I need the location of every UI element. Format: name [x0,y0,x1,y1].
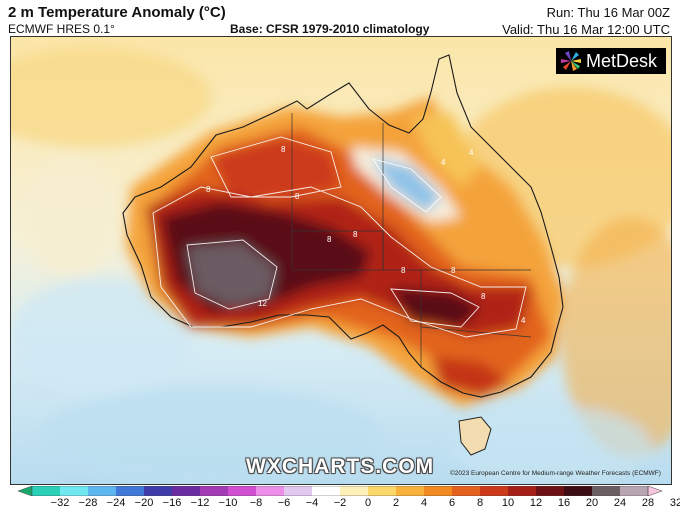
tasmania [458,416,492,456]
metdesk-logo-icon [561,51,581,71]
colorbar-cell [424,486,453,496]
colorbar-cell [116,486,145,496]
colorbar-tick-label: 4 [420,497,428,509]
colorbar-tick-label: −8 [249,497,263,509]
colorbar-cell [32,486,61,496]
colorbar-tick-label: −12 [190,497,210,509]
contour-label: 4 [521,316,526,325]
contour-label: 4 [441,158,446,167]
colorbar-cell [452,486,481,496]
colorbar-tick-label: 16 [557,497,571,509]
colorbar-cell [144,486,173,496]
colorbar-cell [172,486,201,496]
land-anomaly-field [126,97,566,407]
colorbar-cell [256,486,285,496]
contour-label: 8 [295,192,300,201]
contour-label: 8 [401,266,406,275]
colorbar-tick-label: −4 [305,497,319,509]
base-label: Base: CFSR 1979-2010 climatology [230,22,430,36]
colorbar-cell [564,486,593,496]
contour-label: 8 [353,230,358,239]
colorbar-tick-label: 2 [392,497,400,509]
colorbar-cell [200,486,229,496]
colorbar-ticks: −32 −28 −24 −20 −16 −12 −10 −8 −6 −4 −2 0 2 4 6 8 10 12 16… [0,497,680,513]
run-label: Run: Thu 16 Mar 00Z [546,5,670,20]
map-panel: 8 8 8 8 8 8 8 8 12 4 4 4 [10,36,672,485]
colorbar-cell [620,486,649,496]
colorbar-tick-label: 12 [529,497,543,509]
metdesk-logo-text: MetDesk [586,50,658,71]
contour-label: 8 [327,235,332,244]
valid-label: Valid: Thu 16 Mar 12:00 UTC [502,22,670,37]
colorbar-tick-label: 32 [669,497,680,509]
colorbar-cell [340,486,369,496]
colorbar-cell [536,486,565,496]
chart-title: 2 m Temperature Anomaly (°C) [8,4,226,21]
colorbar-tick-label: −6 [277,497,291,509]
wxcharts-watermark: WXCHARTS.COM [246,455,435,478]
colorbar-tick-label: −24 [106,497,126,509]
contour-label: 8 [481,292,486,301]
colorbar-cell [368,486,397,496]
ocean-anomaly-field [11,47,671,484]
colorbar-cell [284,486,313,496]
metdesk-logo: MetDesk [556,48,666,74]
contour-label: 8 [451,266,456,275]
colorbar-tick-label: −32 [50,497,70,509]
contour-label: 8 [281,145,286,154]
colorbar-tick-label: −10 [218,497,238,509]
contour-label: 12 [258,299,267,308]
colorbar-cell [508,486,537,496]
colorbar-tick-label: 24 [613,497,627,509]
copyright-text: ©2023 European Centre for Medium-range W… [450,470,661,477]
colorbar-tick-label: 10 [501,497,515,509]
colorbar-cell [396,486,425,496]
colorbar-max-arrow [647,486,662,496]
contour-label: 8 [206,185,211,194]
model-label: ECMWF HRES 0.1° [8,22,115,36]
colorbar-cell [312,486,341,496]
australia-coastline [122,54,564,398]
colorbar [18,486,662,496]
colorbar-cell [88,486,117,496]
colorbar-tick-label: 0 [364,497,372,509]
colorbar-tick-label: 20 [585,497,599,509]
anomaly-contours [152,136,527,338]
colorbar-tick-label: 8 [476,497,484,509]
colorbar-frame [31,486,649,496]
colorbar-tick-label: −2 [333,497,347,509]
colorbar-tick-label: −16 [162,497,182,509]
colorbar-tick-label: −28 [78,497,98,509]
contour-label: 4 [469,148,474,157]
colorbar-tick-label: 6 [448,497,456,509]
colorbar-min-arrow [18,486,33,496]
colorbar-cell [228,486,257,496]
colorbar-tick-label: 28 [641,497,655,509]
temperature-map: 8 8 8 8 8 8 8 8 12 4 4 4 [11,37,671,484]
colorbar-cell [480,486,509,496]
colorbar-cell [592,486,621,496]
colorbar-cell [60,486,89,496]
colorbar-tick-label: −20 [134,497,154,509]
contour-label-group: 8 8 8 8 8 8 8 8 12 4 4 4 [206,145,526,325]
